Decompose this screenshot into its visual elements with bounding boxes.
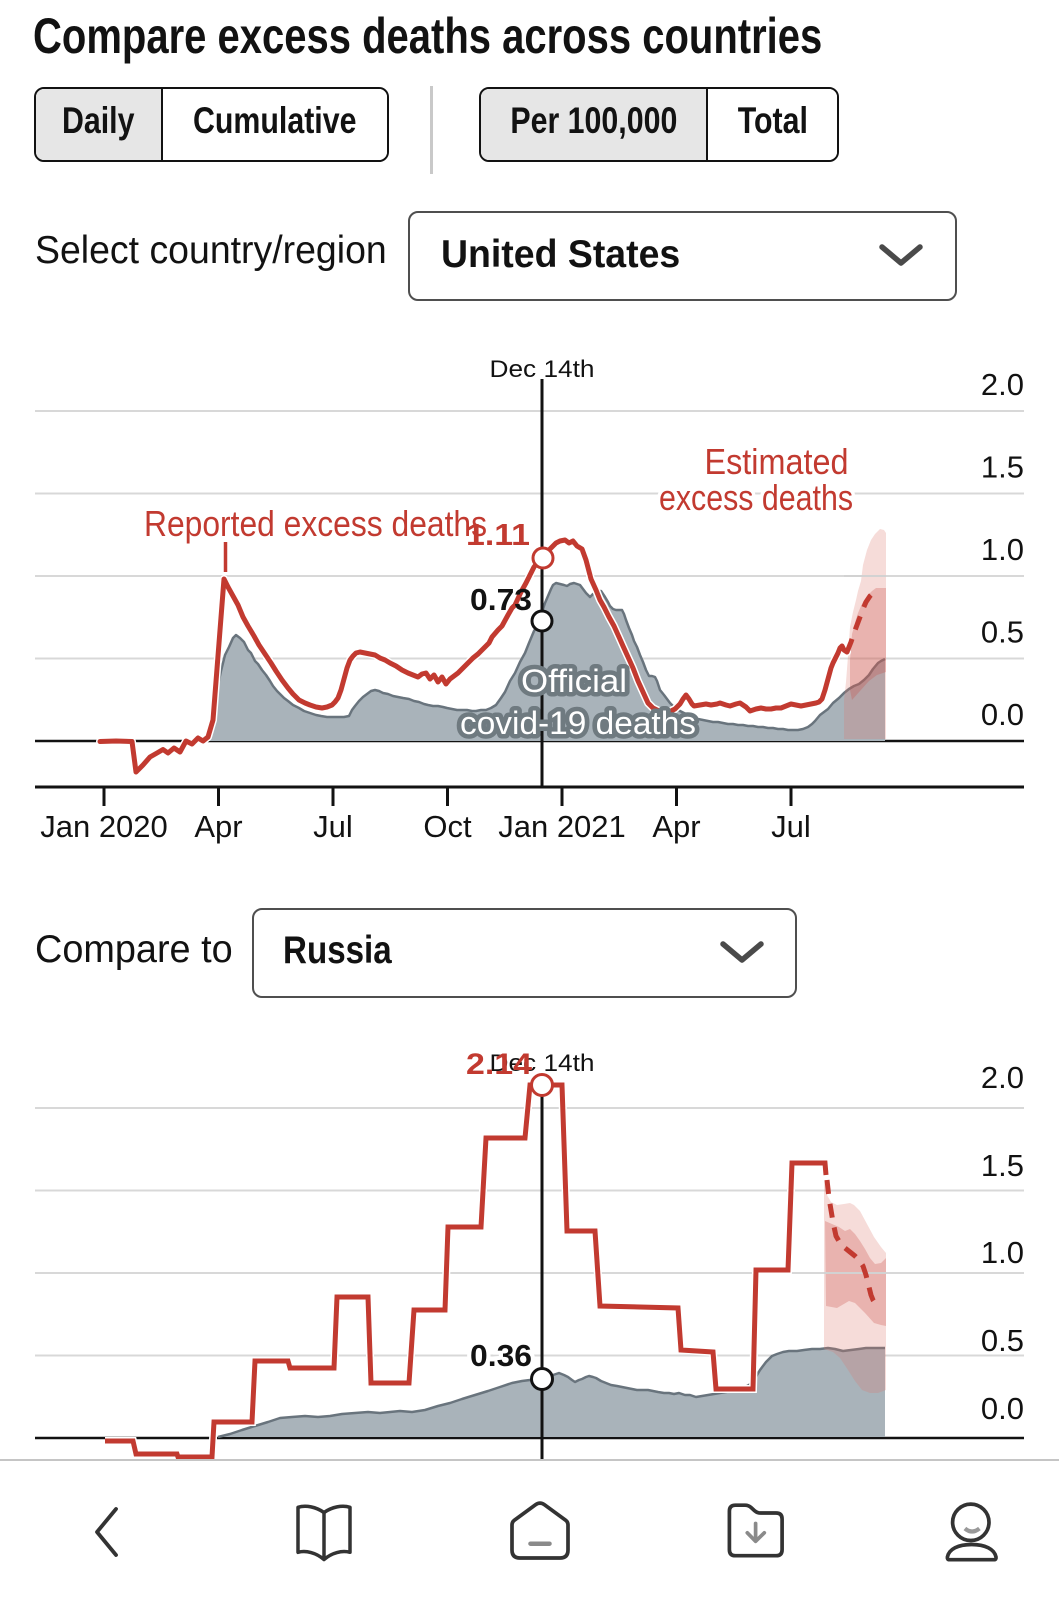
svg-text:Dec 14th: Dec 14th <box>490 356 595 383</box>
svg-text:0.73: 0.73 <box>470 582 532 617</box>
svg-text:0.5: 0.5 <box>981 615 1024 650</box>
svg-text:excess deaths: excess deaths <box>659 477 853 518</box>
svg-text:Jan 2021: Jan 2021 <box>498 809 626 844</box>
svg-text:0.36: 0.36 <box>470 1338 532 1373</box>
svg-text:Estimated: Estimated <box>705 441 849 482</box>
svg-text:Official: Official <box>521 663 627 699</box>
svg-text:Apr: Apr <box>194 809 242 844</box>
svg-text:1.11: 1.11 <box>466 517 530 552</box>
svg-text:2.14: 2.14 <box>466 1048 532 1081</box>
svg-text:0.5: 0.5 <box>981 1323 1024 1358</box>
svg-text:Dec 14th: Dec 14th <box>490 1050 595 1077</box>
svg-text:Estimated: Estimated <box>705 441 849 482</box>
svg-text:covid-19 deaths: covid-19 deaths <box>460 705 696 741</box>
svg-text:1.0: 1.0 <box>981 532 1024 567</box>
svg-text:2.0: 2.0 <box>981 1060 1024 1095</box>
svg-text:1.5: 1.5 <box>981 1148 1024 1183</box>
svg-text:Reported excess deaths: Reported excess deaths <box>144 503 487 544</box>
svg-text:1.0: 1.0 <box>981 1235 1024 1270</box>
svg-text:0.0: 0.0 <box>981 1391 1024 1426</box>
svg-text:0.0: 0.0 <box>981 697 1024 732</box>
svg-text:Jan 2020: Jan 2020 <box>40 809 168 844</box>
svg-text:0.36: 0.36 <box>470 1338 532 1373</box>
svg-text:Oct: Oct <box>423 809 472 844</box>
svg-text:Jul: Jul <box>313 809 353 844</box>
svg-text:Jul: Jul <box>771 809 811 844</box>
svg-text:covid-19 deaths: covid-19 deaths <box>460 705 696 741</box>
svg-text:Official: Official <box>521 663 627 699</box>
svg-text:excess deaths: excess deaths <box>659 477 853 518</box>
svg-text:Apr: Apr <box>652 809 700 844</box>
svg-text:1.5: 1.5 <box>981 450 1024 485</box>
svg-text:2.0: 2.0 <box>981 367 1024 402</box>
